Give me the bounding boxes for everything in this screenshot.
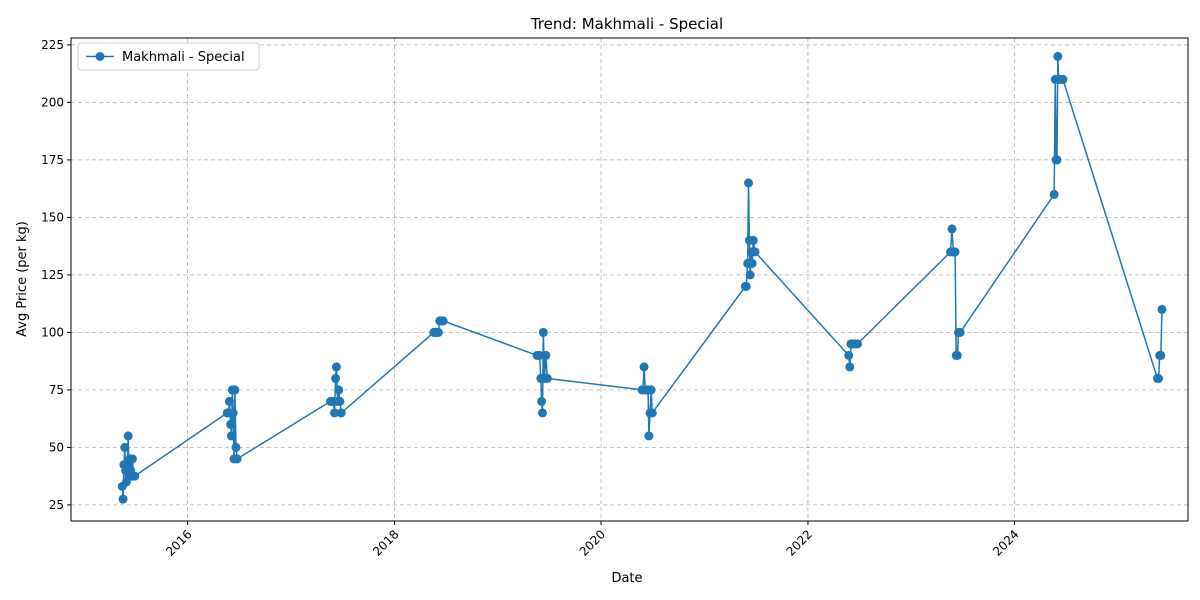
data-point	[226, 431, 236, 441]
data-point	[120, 442, 130, 452]
data-point	[845, 362, 855, 372]
data-point	[535, 350, 545, 360]
data-point	[1154, 373, 1164, 383]
plot-area	[70, 37, 1189, 522]
series-makhmali-special	[117, 51, 1167, 504]
legend-marker-swatch	[95, 52, 105, 61]
data-point	[336, 408, 346, 418]
data-point	[744, 178, 753, 188]
y-axis-label: Avg Price (per kg)	[15, 221, 30, 337]
data-point	[224, 396, 234, 406]
data-point	[123, 431, 133, 441]
data-point	[646, 385, 656, 395]
data-point	[639, 362, 649, 372]
data-point	[537, 396, 547, 406]
data-point	[750, 247, 760, 257]
data-point	[130, 471, 140, 481]
data-point	[542, 373, 552, 383]
x-axis: 2016 2018 2020 2022 2024	[163, 521, 1022, 559]
legend-box	[77, 42, 260, 71]
data-point	[1058, 74, 1068, 84]
y-tick-label: 200	[41, 95, 64, 109]
y-tick-label: 150	[41, 210, 64, 224]
legend-label: Makhmali - Special	[122, 50, 245, 65]
data-point	[647, 408, 657, 418]
data-point	[334, 385, 344, 395]
chart-title: Trend: Makhmali - Special	[530, 15, 723, 33]
data-point	[537, 408, 547, 418]
data-point	[747, 258, 757, 268]
y-tick-label: 125	[41, 268, 64, 282]
series-line	[121, 56, 1163, 500]
data-point	[1052, 155, 1062, 165]
data-point	[1156, 350, 1166, 360]
y-axis: 25 50 75 100 125 150 175 200 225	[41, 38, 71, 512]
data-point	[852, 339, 862, 349]
y-tick-label: 75	[49, 383, 64, 397]
data-point	[748, 235, 758, 245]
data-point	[644, 431, 654, 441]
data-point	[1053, 51, 1063, 61]
y-tick-label: 225	[41, 38, 64, 52]
data-point	[1049, 189, 1059, 199]
data-point	[741, 281, 751, 291]
data-point	[226, 419, 236, 429]
legend: Makhmali - Special	[77, 42, 260, 71]
y-tick-label: 175	[41, 153, 64, 167]
data-point	[118, 494, 128, 504]
y-tick-label: 25	[49, 498, 64, 512]
data-point	[433, 327, 443, 337]
x-tick-label: 2024	[990, 527, 1021, 558]
data-point	[844, 350, 854, 360]
data-point	[335, 396, 345, 406]
data-point	[230, 385, 240, 395]
data-point	[331, 362, 341, 372]
data-point	[228, 408, 238, 418]
x-tick-label: 2020	[577, 527, 608, 558]
y-tick-label: 50	[49, 440, 64, 454]
data-point	[952, 350, 962, 360]
data-point	[329, 408, 339, 418]
data-point	[541, 350, 551, 360]
x-tick-label: 2022	[784, 527, 815, 558]
data-point	[947, 224, 957, 234]
data-point	[745, 270, 755, 280]
data-point	[232, 454, 242, 464]
data-point	[538, 327, 548, 337]
data-point	[331, 373, 341, 383]
data-point	[127, 454, 137, 464]
data-point	[955, 327, 965, 337]
x-tick-label: 2016	[163, 527, 194, 558]
x-axis-label: Date	[611, 571, 642, 586]
data-point	[231, 442, 241, 452]
data-point	[438, 316, 448, 326]
data-point	[950, 247, 960, 257]
y-tick-label: 100	[41, 325, 64, 339]
data-point	[1157, 304, 1167, 314]
x-tick-label: 2018	[370, 527, 401, 558]
